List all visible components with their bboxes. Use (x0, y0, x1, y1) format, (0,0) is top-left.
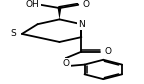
Polygon shape (58, 8, 61, 19)
Text: S: S (10, 29, 16, 38)
Text: N: N (78, 20, 85, 29)
Text: O: O (62, 59, 69, 68)
Text: O: O (83, 0, 90, 9)
Text: O: O (105, 47, 111, 56)
Text: OH: OH (25, 0, 39, 9)
